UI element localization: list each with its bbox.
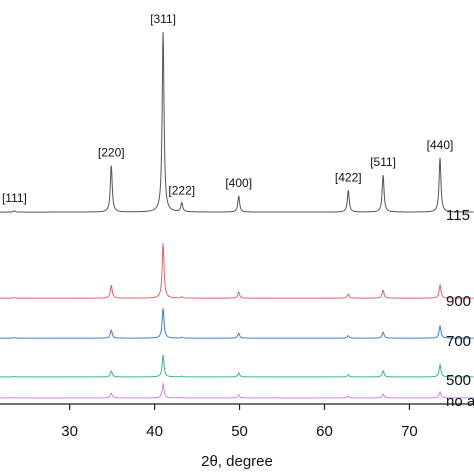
peak-label: [111]	[2, 191, 27, 205]
pattern-line	[0, 381, 474, 399]
x-axis-label: 2θ, degree	[201, 453, 273, 470]
x-tick-label: 50	[231, 423, 248, 440]
peak-label: [422]	[335, 170, 362, 184]
peak-label: [440]	[427, 138, 454, 152]
peak-label: [220]	[98, 145, 125, 159]
peak-label: [400]	[225, 176, 252, 190]
x-tick-label: 40	[146, 423, 163, 440]
pattern-line	[0, 31, 474, 213]
series-label: 115	[446, 207, 470, 224]
series-label: 500	[446, 372, 471, 389]
x-tick-label: 60	[316, 423, 333, 440]
x-tick-label: 30	[61, 423, 78, 440]
series-label: no a	[446, 393, 474, 410]
peak-label: [222]	[168, 183, 195, 197]
peak-label: [511]	[370, 155, 396, 169]
x-tick-label: 70	[401, 423, 418, 440]
pattern-line	[0, 243, 474, 299]
series-label: 700	[446, 333, 471, 350]
pattern-line	[0, 308, 474, 339]
series-label: 900	[446, 293, 471, 310]
peak-label: [311]	[150, 12, 176, 26]
pattern-line	[0, 355, 474, 378]
